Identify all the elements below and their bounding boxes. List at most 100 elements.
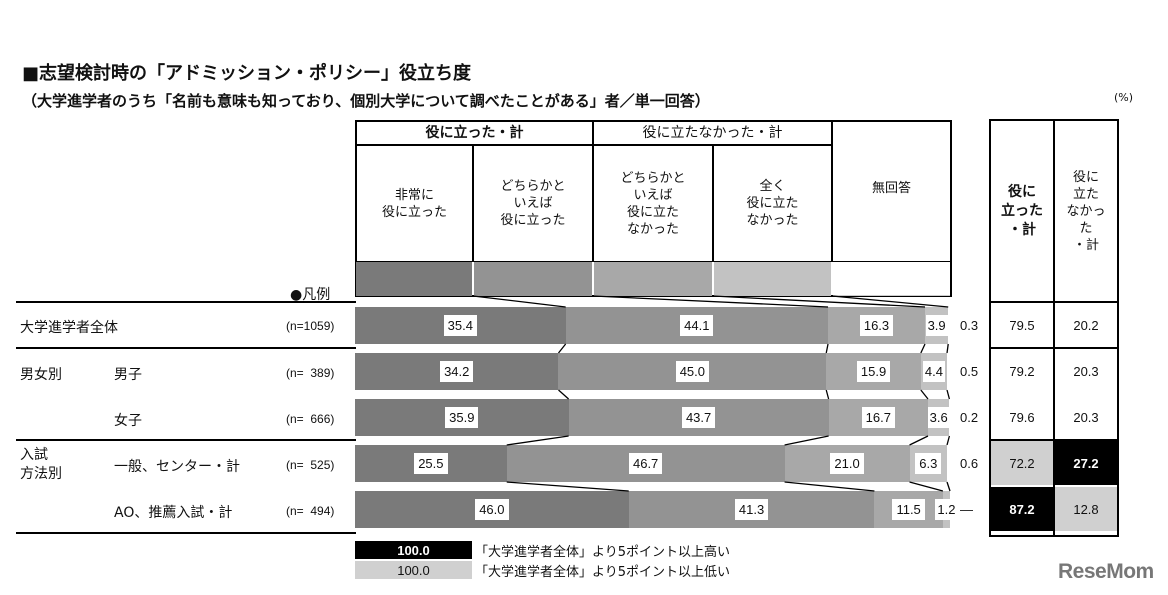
bar-segment: 43.7 [568, 399, 829, 436]
no-answer-value: 0.3 [960, 318, 979, 333]
total-not-useful-value: 12.8 [1055, 487, 1117, 531]
bar-value-label: 11.5 [892, 499, 925, 520]
legend-low-swatch: 100.0 [355, 561, 472, 579]
bar-segment: 15.9 [826, 353, 921, 390]
divider [989, 439, 1119, 441]
no-answer-value: 0.6 [960, 456, 979, 471]
bar-value-label: 6.3 [915, 453, 942, 474]
row-n: (n= 389) [286, 366, 335, 380]
row-n: (n= 494) [286, 504, 335, 518]
bar-value-label: 16.7 [861, 407, 895, 428]
unit-label: (%) [1114, 91, 1134, 104]
legend-swatch-somewhat-not [594, 262, 712, 296]
bar-value-label: 4.4 [922, 361, 945, 382]
legend-swatch-no-answer [833, 262, 950, 296]
bar-segment: 45.0 [558, 353, 827, 390]
category-header-somewhat-not: どちらかと いえば 役に立た なかった [620, 170, 686, 237]
bar-value-label: 34.2 [440, 361, 474, 382]
total-not-useful-value: 20.2 [1073, 317, 1099, 333]
bar-value-label: 43.7 [681, 407, 716, 428]
bar-value-label: 16.3 [859, 315, 894, 336]
bar-value-label: 35.4 [443, 315, 477, 336]
bar-segment: 11.5 [874, 491, 943, 528]
row-group-exam-method: 入試 方法別 [20, 447, 62, 482]
bar-segment: 1.2 [935, 491, 958, 528]
total-not-useful-value: 27.2 [1055, 441, 1117, 485]
legend-swatch-somewhat-useful [474, 262, 592, 296]
bar-value-label: 25.5 [414, 453, 448, 474]
total-useful-value: 79.2 [1009, 363, 1035, 379]
bar-segment: 44.1 [565, 307, 829, 344]
bar-value-label: 3.6 [927, 407, 950, 428]
bar-segment: 35.4 [355, 307, 566, 344]
chart-subtitle: （大学進学者のうち「名前も意味も知っており、個別大学について調べたことがある」者… [22, 92, 710, 110]
row-label-male: 男子 [114, 367, 142, 383]
legend-swatch-very-useful [356, 262, 472, 296]
category-header-very-useful: 非常に 役に立った [381, 187, 447, 220]
legend-low-text: 「大学進学者全体」より5ポイント以上低い [475, 565, 731, 580]
divider [592, 120, 594, 262]
legend-high-swatch: 100.0 [355, 541, 472, 559]
bar-segment: 46.7 [506, 445, 785, 482]
bar-segment: 35.9 [355, 399, 569, 436]
bar-segment: 16.7 [828, 399, 928, 436]
bar-value-label: 44.1 [680, 315, 714, 336]
total-useful-header: 役に 立った ・計 [1001, 183, 1043, 238]
no-answer-value: — [960, 502, 973, 517]
row-group-gender: 男女別 [20, 367, 62, 383]
row-label-female: 女子 [114, 413, 142, 429]
bar-segment: 3.9 [925, 307, 949, 344]
bar-value-label: 21.0 [830, 453, 864, 474]
no-answer-value: 0.2 [960, 410, 979, 425]
divider [16, 532, 356, 534]
row-label-general: 一般、センター・計 [114, 459, 240, 475]
group-not-useful-header: 役に立たなかった・計 [642, 124, 783, 141]
divider [989, 347, 1119, 349]
row-group-all: 大学進学者全体 [20, 320, 118, 336]
group-useful-header: 役に立った・計 [425, 124, 524, 141]
bar-segment: 25.5 [355, 445, 507, 482]
total-useful-value: 79.6 [1009, 409, 1035, 425]
no-answer-value: 0.5 [960, 364, 979, 379]
bar-segment: 34.2 [355, 353, 559, 390]
divider [472, 144, 474, 262]
divider [831, 120, 833, 262]
total-not-useful-header: 役に 立た なかっ た ・計 [1066, 169, 1106, 253]
row-label-ao: AO、推薦入試・計 [114, 505, 233, 521]
bar-value-label: 46.0 [475, 499, 509, 520]
total-not-useful-value: 20.3 [1073, 409, 1099, 425]
bar-segment: 41.3 [628, 491, 875, 528]
category-header-no-answer: 無回答 [871, 181, 911, 196]
bar-value-label: 45.0 [675, 361, 710, 382]
category-header-somewhat-useful: どちらかと いえば 役に立った [500, 179, 566, 228]
bar-segment: 4.4 [920, 353, 948, 390]
legend-label: ●凡例 [290, 287, 331, 303]
bar-value-label: 35.9 [445, 407, 479, 428]
bar-value-label: 46.7 [628, 453, 663, 474]
row-n: (n= 666) [286, 412, 335, 426]
total-not-useful-value: 20.3 [1073, 363, 1099, 379]
legend-high-text: 「大学進学者全体」より5ポイント以上高い [475, 545, 731, 560]
row-n: (n= 525) [286, 458, 335, 472]
legend-swatch-not-at-all [714, 262, 831, 296]
bar-segment: 16.3 [828, 307, 925, 344]
divider [16, 301, 356, 303]
row-n: (n=1059) [286, 319, 335, 333]
total-useful-value: 87.2 [991, 487, 1053, 531]
divider [16, 439, 356, 441]
bar-value-label: 15.9 [856, 361, 891, 382]
bar-segment: 21.0 [784, 445, 910, 482]
bar-value-label: 41.3 [734, 499, 769, 520]
bar-segment: 46.0 [355, 491, 629, 528]
divider [1053, 119, 1055, 537]
total-useful-value: 79.5 [1009, 317, 1035, 333]
chart-title: ■志望検討時の「アドミッション・ポリシー」役立ち度 [22, 63, 472, 84]
divider [355, 261, 952, 262]
divider [16, 347, 356, 349]
category-header-not-at-all: 全く 役に立た なかった [746, 179, 799, 228]
divider [989, 301, 1119, 303]
divider [712, 144, 714, 262]
total-useful-value: 72.2 [991, 441, 1053, 485]
bar-segment: 6.3 [909, 445, 948, 482]
bar-value-label: 1.2 [935, 499, 958, 520]
